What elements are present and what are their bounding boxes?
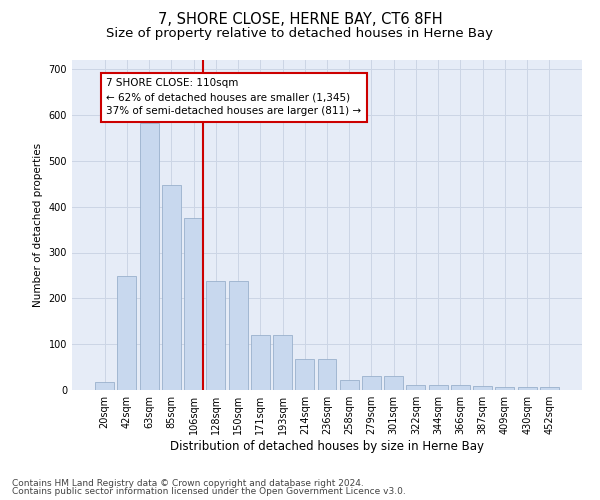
Bar [496,387,514,390]
Bar [273,335,292,390]
X-axis label: Distribution of detached houses by size in Herne Bay: Distribution of detached houses by size … [170,440,484,453]
Bar [162,185,181,390]
Text: Contains HM Land Registry data © Crown copyright and database right 2024.: Contains HM Land Registry data © Crown c… [12,478,364,488]
Y-axis label: Number of detached properties: Number of detached properties [33,143,43,307]
Bar [473,386,492,390]
Text: 7 SHORE CLOSE: 110sqm
← 62% of detached houses are smaller (1,345)
37% of semi-d: 7 SHORE CLOSE: 110sqm ← 62% of detached … [106,78,362,116]
Bar [184,218,203,390]
Bar [251,335,270,390]
Text: Contains public sector information licensed under the Open Government Licence v3: Contains public sector information licen… [12,487,406,496]
Bar [206,282,225,390]
Text: Size of property relative to detached houses in Herne Bay: Size of property relative to detached ho… [107,28,493,40]
Bar [118,276,136,390]
Bar [340,380,359,390]
Bar [451,386,470,390]
Bar [384,376,403,390]
Bar [295,359,314,390]
Bar [429,386,448,390]
Bar [540,387,559,390]
Bar [140,123,158,390]
Text: 7, SHORE CLOSE, HERNE BAY, CT6 8FH: 7, SHORE CLOSE, HERNE BAY, CT6 8FH [158,12,442,28]
Bar [362,376,381,390]
Bar [95,382,114,390]
Bar [317,359,337,390]
Bar [518,387,536,390]
Bar [406,384,425,390]
Bar [229,282,248,390]
